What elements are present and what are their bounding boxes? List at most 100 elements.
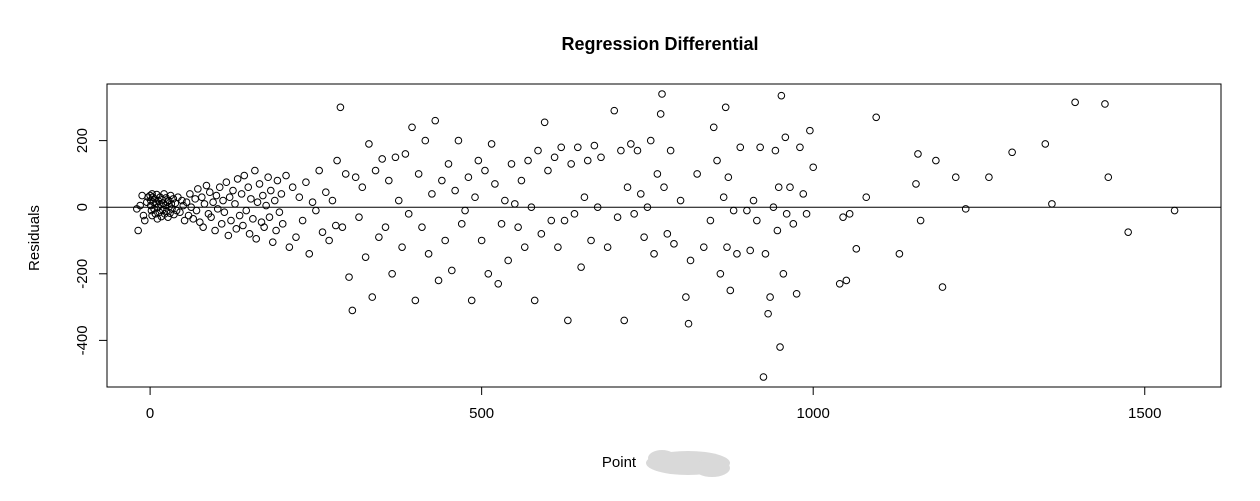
data-point [355,213,363,221]
data-point [252,235,260,243]
data-point [461,206,469,215]
data-point [227,216,235,225]
data-point [663,230,672,238]
data-point [932,156,940,165]
data-point [260,223,268,231]
data-point [178,196,186,205]
data-point [507,160,516,168]
data-point [670,240,678,248]
data-point [211,226,219,235]
data-point [365,140,373,148]
data-point [253,198,262,207]
data-point [713,156,721,165]
data-point [534,146,542,155]
data-point [743,206,751,215]
data-point [769,203,778,211]
data-point [242,206,251,215]
y-tick-label: -200 [74,259,91,289]
data-point [799,190,808,198]
data-point [985,173,993,182]
data-point [292,233,300,241]
data-point [295,193,304,202]
data-point [368,293,377,301]
data-point [467,296,476,305]
data-point [514,223,522,231]
data-point [951,173,960,182]
data-point [650,250,658,258]
data-point [560,216,569,225]
data-point [806,126,814,135]
data-point [358,183,367,192]
data-point [796,143,804,152]
data-point [610,106,619,115]
data-point [224,231,233,240]
data-point [133,205,141,213]
data-point [617,146,625,155]
data-point [527,203,536,211]
data-point [544,166,552,175]
data-point [736,143,745,152]
data-point [570,210,579,218]
data-point [381,223,390,231]
data-point [163,198,172,207]
data-point [298,216,307,225]
data-point [699,243,708,251]
data-point [378,155,386,163]
data-point [431,116,440,125]
data-point [1101,100,1109,108]
data-point [245,230,254,238]
data-point [761,250,770,258]
data-point [232,225,241,233]
data-point [207,213,215,221]
data-point [779,269,788,278]
data-point [328,196,337,205]
data-point [597,153,605,162]
data-point [150,205,158,213]
data-points [133,90,1179,381]
data-point [845,210,854,218]
data-point [187,203,196,211]
data-point [266,186,275,195]
data-point [603,243,612,251]
data-point [259,191,267,200]
data-point [167,200,176,208]
data-point [938,283,947,291]
data-point [564,316,572,325]
data-point [278,220,287,228]
data-point [142,198,151,207]
data-point [186,190,194,198]
data-point [484,269,493,278]
data-point [916,216,925,225]
data-point [264,173,272,182]
data-point [1008,148,1016,157]
data-point [275,208,284,216]
data-point [251,166,259,175]
data-point [338,223,347,231]
data-point [517,176,526,185]
data-point [182,198,191,207]
data-point [233,175,242,183]
data-point [753,216,761,225]
data-point [777,91,786,100]
data-point [746,246,755,255]
data-point [706,216,715,225]
data-point [464,173,473,182]
data-point [633,146,642,155]
data-point [438,176,446,185]
data-point [653,170,662,178]
data-point [414,170,423,178]
data-point [613,213,622,221]
data-point [961,205,970,213]
data-point [729,206,738,215]
y-axis-label: Residuals [26,205,43,271]
data-point [914,150,922,158]
data-point [782,210,791,218]
data-point [676,196,685,205]
data-point [401,150,410,158]
data-point [285,243,294,251]
data-point [345,273,353,281]
data-point [547,216,556,225]
data-point [646,136,655,145]
data-point [341,170,350,178]
redaction-smudge [646,450,730,477]
